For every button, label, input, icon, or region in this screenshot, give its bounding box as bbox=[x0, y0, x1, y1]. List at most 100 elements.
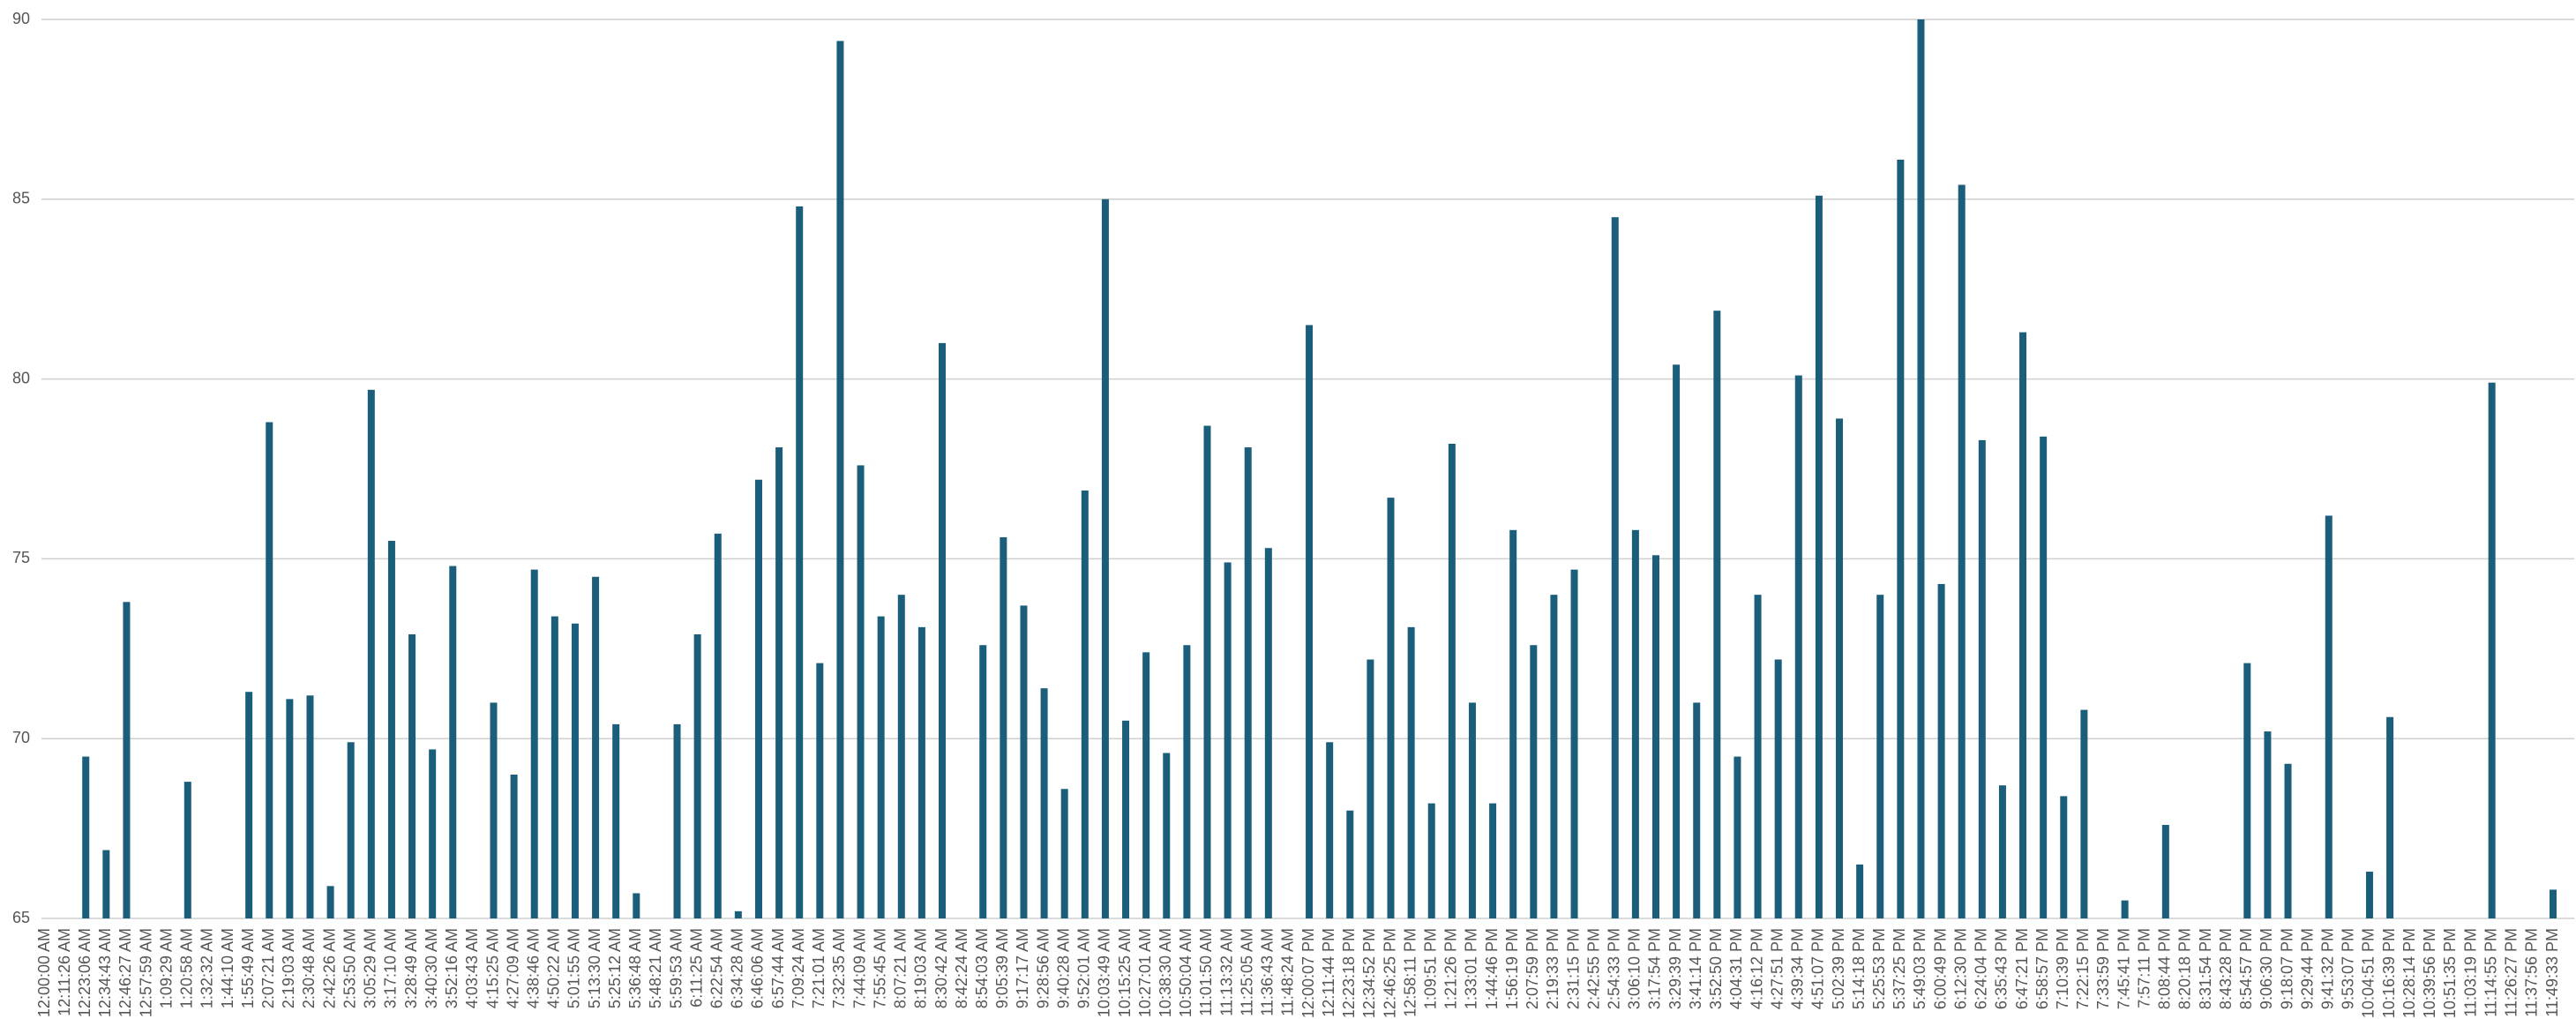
bar bbox=[612, 723, 620, 918]
x-tick-label: 9:28:56 AM bbox=[1034, 928, 1052, 1008]
x-tick-label: 7:57:11 PM bbox=[2135, 928, 2153, 1008]
x-tick-label: 12:57:59 AM bbox=[137, 928, 154, 1017]
x-tick-label: 10:28:14 PM bbox=[2400, 928, 2418, 1018]
bar bbox=[1631, 529, 1639, 918]
x-tick-label: 8:30:42 AM bbox=[932, 928, 950, 1008]
bar bbox=[1713, 311, 1721, 918]
x-tick-label: 2:19:33 PM bbox=[1544, 928, 1561, 1009]
bar bbox=[1611, 217, 1619, 918]
x-tick-label: 11:25:05 AM bbox=[1238, 928, 1255, 1016]
x-tick-label: 7:33:59 PM bbox=[2094, 928, 2112, 1009]
x-tick-label: 8:54:57 PM bbox=[2237, 928, 2255, 1009]
x-tick-label: 2:07:59 PM bbox=[1524, 928, 1541, 1009]
x-tick-label: 1:44:46 PM bbox=[1483, 928, 1501, 1009]
y-tick-label: 90 bbox=[12, 10, 30, 27]
x-tick-label: 7:21:01 AM bbox=[810, 928, 827, 1008]
x-tick-label: 8:43:28 PM bbox=[2217, 928, 2235, 1009]
bar bbox=[857, 465, 865, 918]
x-tick-label: 8:07:21 AM bbox=[892, 928, 910, 1008]
bar bbox=[1101, 199, 1109, 919]
bar bbox=[102, 850, 110, 918]
x-tick-label: 9:06:30 PM bbox=[2258, 928, 2275, 1009]
bar bbox=[1163, 753, 1171, 918]
x-tick-label: 5:49:03 PM bbox=[1911, 928, 1928, 1009]
bar bbox=[449, 566, 457, 918]
x-tick-label: 1:33:01 PM bbox=[1463, 928, 1480, 1009]
x-tick-label: 12:11:26 AM bbox=[56, 928, 73, 1016]
bar bbox=[1917, 19, 1925, 918]
bar bbox=[1244, 447, 1252, 918]
x-tick-label: 3:05:29 AM bbox=[362, 928, 379, 1008]
x-tick-label: 3:41:14 PM bbox=[1687, 928, 1704, 1009]
x-tick-label: 11:01:50 AM bbox=[1197, 928, 1215, 1016]
x-tick-label: 12:23:18 PM bbox=[1340, 928, 1358, 1018]
bar bbox=[1570, 569, 1578, 918]
bar bbox=[1651, 555, 1659, 918]
x-tick-label: 12:34:43 AM bbox=[96, 928, 114, 1017]
bar bbox=[1346, 810, 1354, 918]
x-tick-label: 9:05:39 AM bbox=[993, 928, 1011, 1008]
bar bbox=[979, 645, 987, 918]
bar bbox=[775, 447, 783, 918]
x-tick-label: 6:58:57 PM bbox=[2033, 928, 2051, 1009]
bar bbox=[1367, 659, 1374, 918]
bar bbox=[796, 206, 804, 918]
bar bbox=[1693, 702, 1701, 918]
x-tick-label: 10:27:01 AM bbox=[1136, 928, 1154, 1017]
x-tick-label: 5:02:39 PM bbox=[1830, 928, 1847, 1009]
x-tick-label: 11:36:43 AM bbox=[1259, 928, 1277, 1016]
bar bbox=[939, 342, 947, 919]
x-tick-label: 7:22:15 PM bbox=[2074, 928, 2092, 1009]
bar bbox=[1224, 562, 1232, 918]
x-tick-label: 9:53:07 PM bbox=[2340, 928, 2357, 1009]
x-tick-label: 4:16:12 PM bbox=[1748, 928, 1765, 1009]
bar bbox=[1306, 325, 1314, 919]
bar bbox=[673, 723, 681, 918]
x-tick-label: 7:45:41 PM bbox=[2115, 928, 2132, 1009]
x-tick-label: 7:55:45 AM bbox=[871, 928, 888, 1008]
bar bbox=[633, 893, 640, 918]
x-tick-label: 6:22:54 AM bbox=[708, 928, 726, 1008]
x-tick-label: 5:01:55 AM bbox=[565, 928, 583, 1008]
bar bbox=[1998, 785, 2006, 918]
bar bbox=[714, 533, 722, 918]
x-tick-label: 6:34:28 AM bbox=[729, 928, 746, 1008]
bar bbox=[530, 569, 538, 918]
x-tick-label: 12:46:27 AM bbox=[116, 928, 134, 1017]
x-tick-label: 6:35:43 PM bbox=[1993, 928, 2011, 1009]
bar bbox=[2365, 872, 2373, 918]
x-tick-label: 12:00:07 PM bbox=[1299, 928, 1317, 1018]
x-tick-label: 11:49:33 PM bbox=[2543, 928, 2561, 1017]
x-tick-label: 12:58:11 PM bbox=[1401, 928, 1419, 1017]
x-tick-label: 3:17:10 AM bbox=[382, 928, 400, 1008]
bar bbox=[1427, 803, 1435, 918]
bar bbox=[1122, 720, 1130, 918]
x-tick-label: 10:50:04 AM bbox=[1177, 928, 1194, 1017]
x-tick-label: 4:03:43 AM bbox=[463, 928, 481, 1008]
bar bbox=[1754, 595, 1762, 918]
x-tick-label: 4:04:31 PM bbox=[1727, 928, 1745, 1009]
x-tick-label: 1:20:58 AM bbox=[178, 928, 196, 1008]
x-tick-label: 3:29:39 PM bbox=[1666, 928, 1684, 1009]
x-tick-label: 10:16:39 PM bbox=[2380, 928, 2398, 1018]
x-tick-label: 9:40:28 AM bbox=[1054, 928, 1072, 1008]
x-tick-label: 2:53:50 AM bbox=[341, 928, 358, 1008]
x-tick-label: 6:57:44 AM bbox=[769, 928, 787, 1008]
bar bbox=[836, 41, 844, 919]
x-tick-label: 2:54:33 PM bbox=[1606, 928, 1623, 1009]
x-tick-label: 2:07:21 AM bbox=[259, 928, 277, 1008]
y-tick-label: 80 bbox=[12, 369, 30, 386]
x-tick-label: 1:21:26 PM bbox=[1442, 928, 1460, 1009]
x-tick-label: 4:15:25 AM bbox=[483, 928, 501, 1008]
bar bbox=[2161, 825, 2169, 918]
x-tick-label: 8:08:44 PM bbox=[2156, 928, 2174, 1009]
bar bbox=[245, 692, 253, 918]
bar bbox=[490, 702, 498, 918]
bar bbox=[1937, 583, 1945, 918]
bar bbox=[1448, 443, 1456, 918]
bar bbox=[1958, 184, 1966, 919]
x-tick-label: 8:19:03 AM bbox=[912, 928, 930, 1008]
x-tick-label: 2:31:15 PM bbox=[1564, 928, 1582, 1009]
x-tick-label: 6:12:30 PM bbox=[1951, 928, 1969, 1009]
